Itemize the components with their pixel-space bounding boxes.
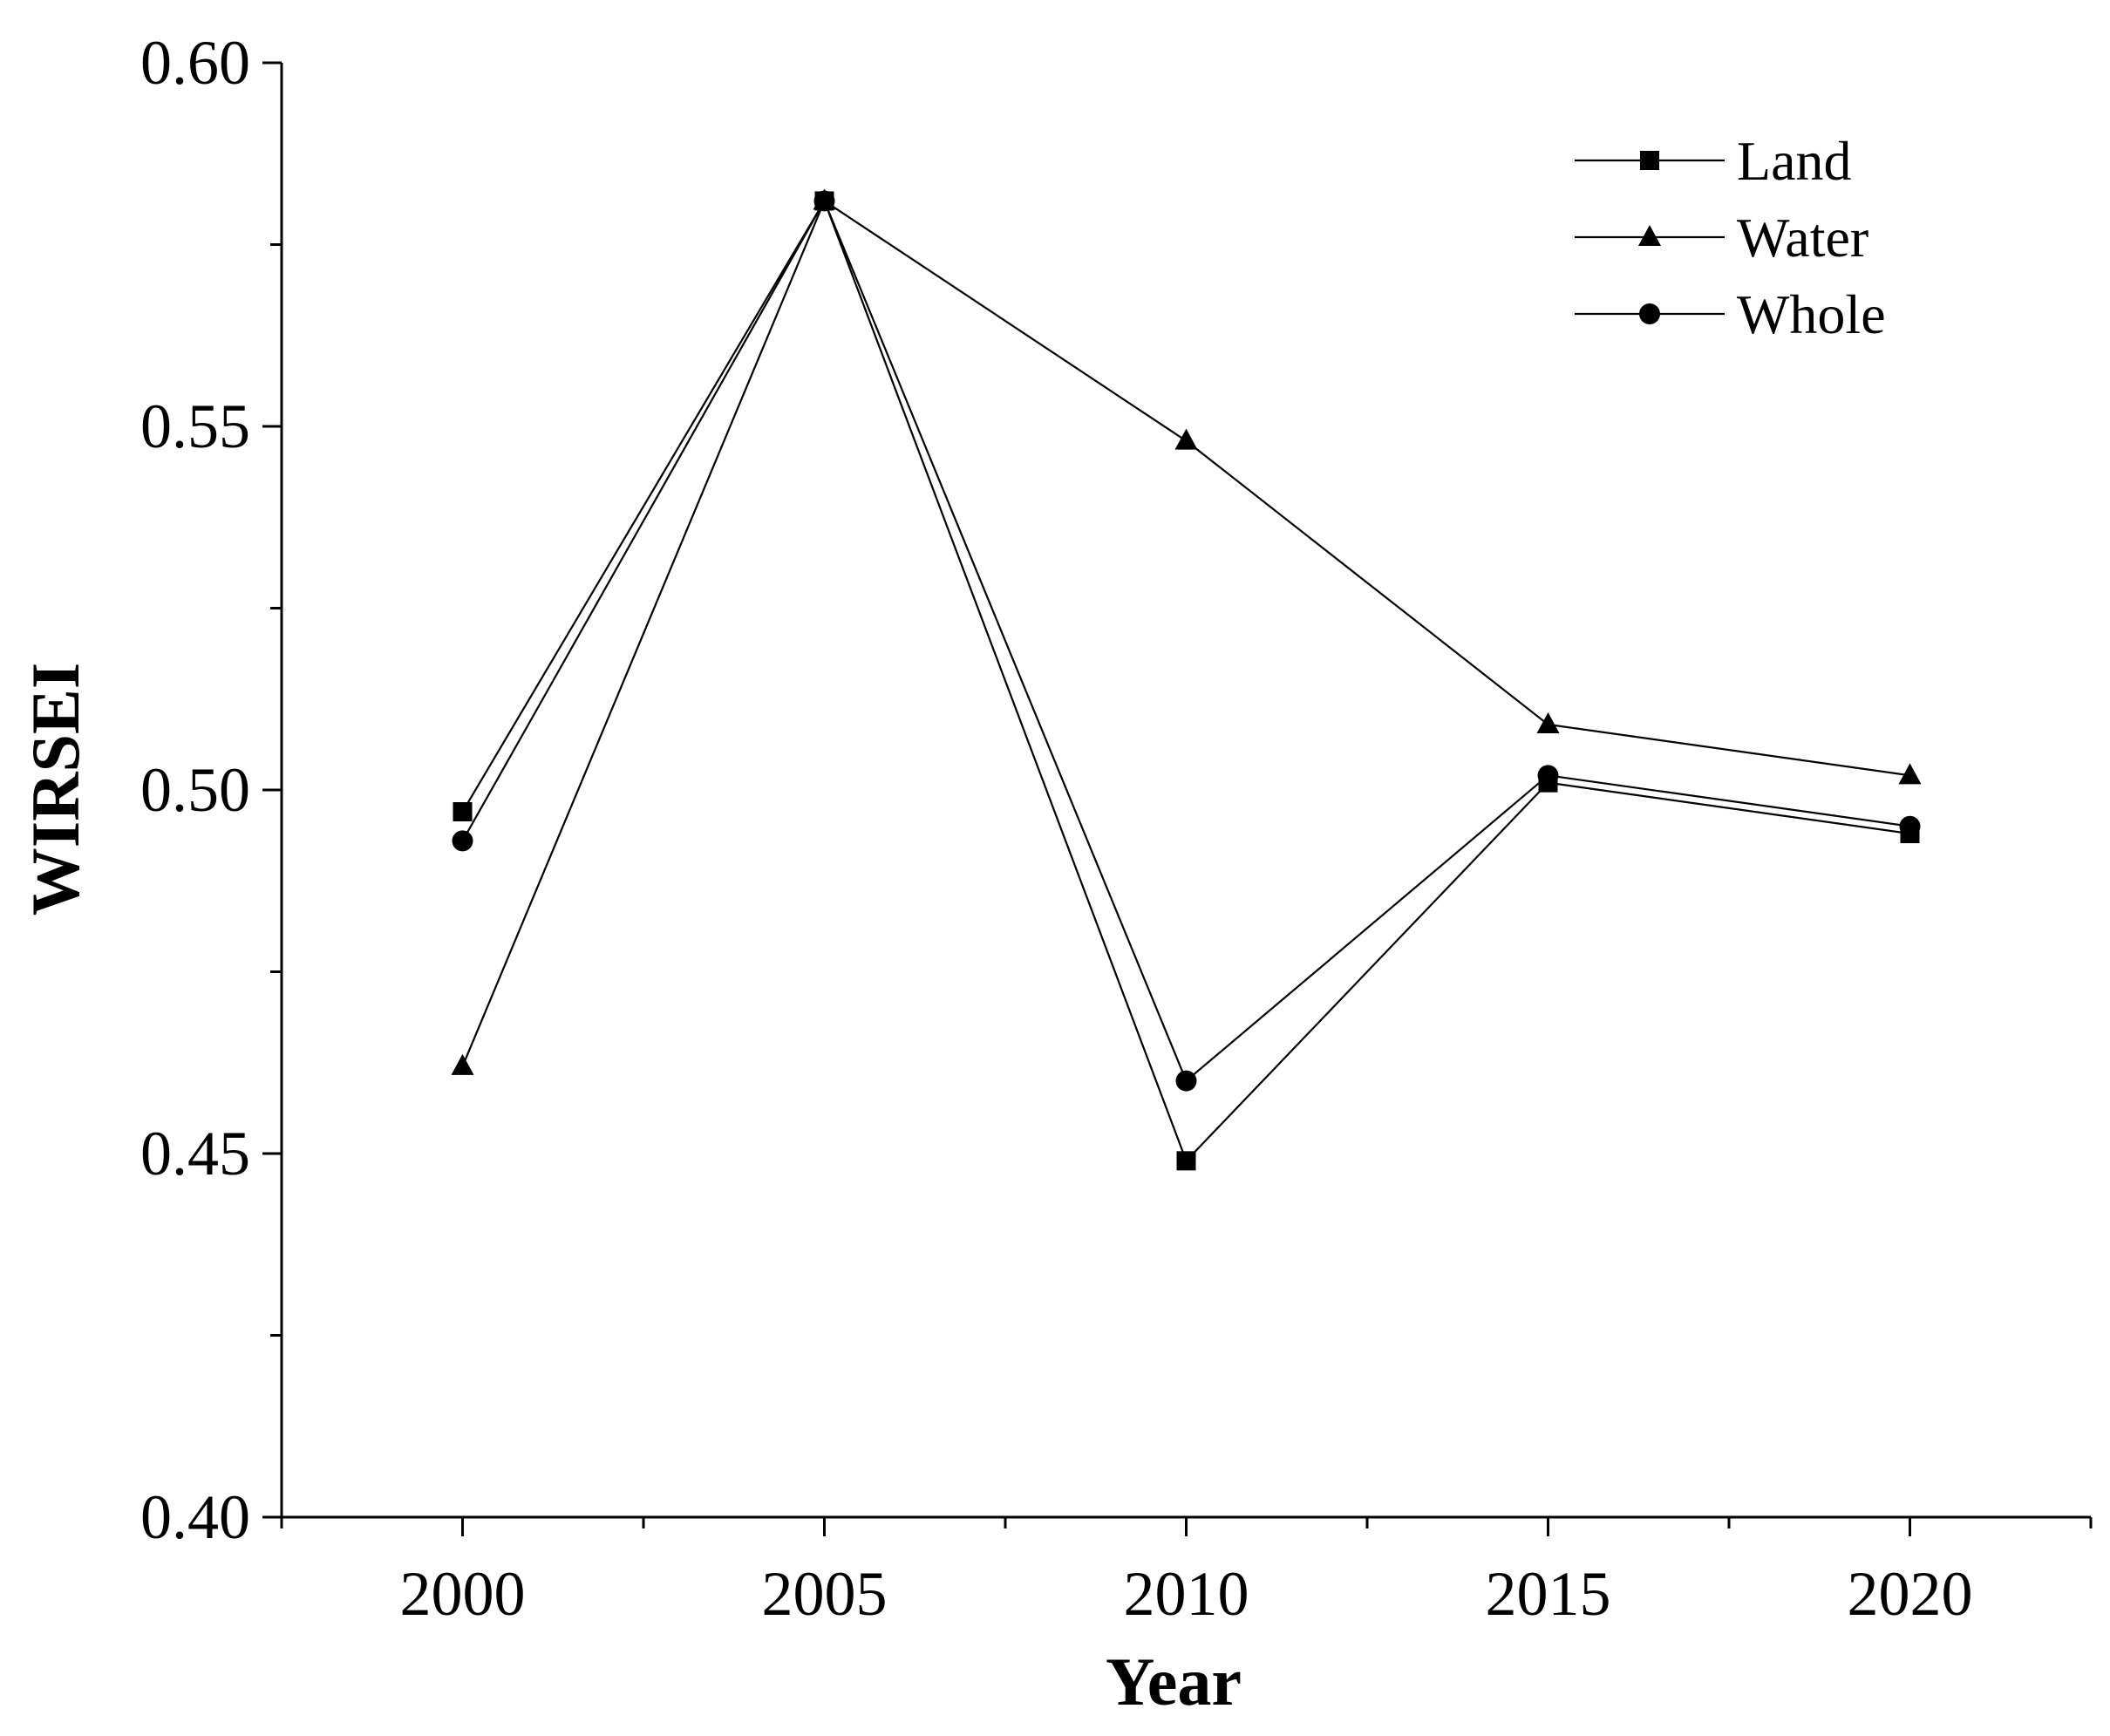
series-line-land	[461, 198, 1910, 1163]
legend-marker-land	[1640, 151, 1659, 170]
series-line-whole	[461, 198, 1910, 1083]
x-tick-label: 2000	[400, 1559, 526, 1629]
legend-label-water: Water	[1737, 207, 1868, 269]
legend-marker-whole	[1639, 303, 1660, 324]
series-line-water	[461, 199, 1910, 1067]
data-point-whole	[1899, 815, 1921, 837]
x-axis-title: Year	[1106, 1644, 1242, 1719]
data-point-water	[1536, 711, 1560, 733]
x-tick-label: 2015	[1486, 1559, 1611, 1629]
data-point-whole	[813, 190, 835, 212]
y-tick-label: 0.60	[140, 28, 250, 98]
x-tick-label: 2010	[1124, 1559, 1249, 1629]
series-water	[451, 188, 1922, 1075]
data-point-land	[1176, 1151, 1196, 1171]
data-point-water	[1898, 763, 1922, 785]
y-tick-label: 0.40	[140, 1482, 250, 1552]
data-point-land	[453, 802, 473, 822]
axes: 0.40 0.45 0.50 0.55 0.60 2000 2005 2010 2015 2020	[140, 28, 2093, 1629]
data-point-whole	[452, 830, 473, 852]
series-whole	[452, 190, 1921, 1092]
series-land	[453, 191, 1920, 1171]
data-point-whole	[1537, 765, 1559, 786]
series-layer	[451, 188, 1922, 1171]
data-point-water	[1174, 428, 1198, 450]
y-tick-label: 0.50	[140, 755, 250, 825]
legend-marker-water	[1638, 225, 1661, 246]
data-point-whole	[1175, 1070, 1197, 1092]
x-tick-label: 2005	[762, 1559, 888, 1629]
data-point-water	[451, 1053, 474, 1075]
x-tick-label: 2020	[1848, 1559, 1973, 1629]
y-tick-label: 0.45	[140, 1119, 250, 1188]
legend: Land Water Whole	[1575, 130, 1886, 345]
legend-label-land: Land	[1737, 130, 1852, 192]
y-tick-label: 0.55	[140, 391, 250, 461]
y-axis-title: WIRSEI	[17, 663, 93, 916]
legend-label-whole: Whole	[1737, 283, 1886, 345]
